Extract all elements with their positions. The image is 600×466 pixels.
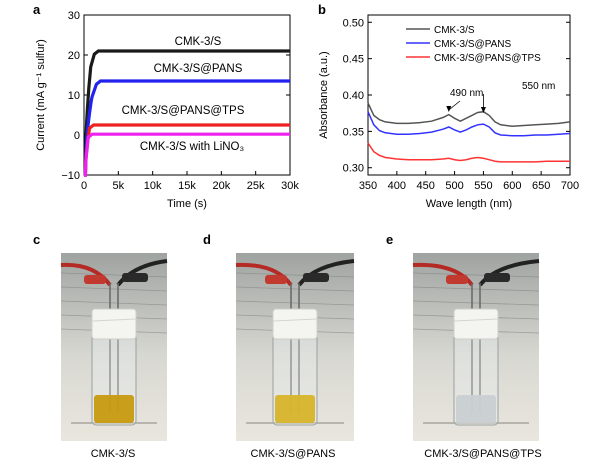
red-clip [265, 275, 287, 284]
y-tick-label-b: 0.40 [343, 90, 364, 102]
electrolyte-liquid [94, 395, 134, 423]
black-lead [297, 259, 355, 287]
red-clip [84, 275, 106, 284]
legend-label-b-1: CMK-3/S@PANS [434, 39, 512, 50]
series-line-a-3 [83, 132, 290, 177]
x-tick-label-a: 15k [178, 180, 196, 192]
x-tick-label-a: 25k [247, 180, 265, 192]
panel-letter-b: b [318, 2, 326, 17]
series-line-b-0 [367, 102, 571, 128]
annotation-550: 550 nm [522, 81, 555, 92]
x-tick-label-b: 500 [445, 180, 463, 192]
electrolyte-liquid [275, 395, 315, 423]
red-clip [446, 275, 468, 284]
series-label-a-3: CMK-3/S with LiNO₃ [140, 141, 245, 153]
series-label-a-0: CMK-3/S [175, 36, 222, 48]
x-tick-label-b: 700 [561, 180, 579, 192]
photo-d [235, 253, 355, 441]
annotation-490: 490 nm [450, 88, 483, 99]
x-tick-label-b: 600 [503, 180, 521, 192]
black-lead [478, 259, 540, 287]
y-tick-label-a: 10 [68, 90, 80, 102]
white-cap [91, 308, 137, 340]
electrolyte-liquid [456, 395, 496, 423]
red-lead [60, 262, 112, 287]
black-clip [122, 273, 148, 282]
photo-c [60, 253, 168, 441]
legend-label-b-0: CMK-3/S [434, 25, 475, 36]
y-tick-label-a: −10 [61, 170, 80, 182]
y-tick-label-a: 30 [68, 10, 80, 22]
cap-seam [272, 318, 318, 322]
photo-e [412, 253, 540, 441]
x-tick-label-b: 350 [359, 180, 377, 192]
annotation-arrowhead-550 [480, 107, 486, 113]
y-tick-label-a: 0 [74, 130, 80, 142]
rack-line [412, 272, 540, 278]
photo-panels [60, 253, 540, 441]
panel-letter-a: a [33, 2, 41, 17]
rack-line [235, 300, 355, 306]
x-tick-label-a: 10k [144, 180, 162, 192]
x-tick-label-a: 0 [81, 180, 87, 192]
photo-caption-e: CMK-3/S@PANS@TPS [424, 448, 542, 460]
cap-seam [91, 318, 137, 322]
y-tick-label-b: 0.35 [343, 126, 364, 138]
black-clip [303, 273, 329, 282]
series-label-a-2: CMK-3/S@PANS@TPS [122, 105, 245, 117]
rack-line [412, 300, 540, 306]
photo-caption-d: CMK-3/S@PANS [250, 448, 336, 460]
y-tick-label-a: 20 [68, 50, 80, 62]
rack-line [412, 286, 540, 292]
series-line-a-1 [83, 79, 290, 177]
panel-b-chart: 0.30 0.35 0.40 0.45 0.50 350 400 450 500 550 600 65… [318, 14, 579, 210]
y-axis-label-a: Current (mA g⁻¹ sulfur) [35, 39, 47, 151]
rack-line [60, 272, 168, 278]
x-axis-label-b: Wave length (nm) [426, 198, 512, 210]
red-lead [235, 262, 293, 287]
x-tick-label-a: 5k [113, 180, 125, 192]
series-line-b-2 [367, 142, 570, 163]
y-tick-label-b: 0.50 [343, 17, 364, 29]
series-label-a-1: CMK-3/S@PANS [154, 63, 243, 75]
x-tick-label-a: 30k [281, 180, 299, 192]
annotation-arrow-490 [448, 100, 461, 111]
x-axis-label-a: Time (s) [167, 198, 207, 210]
annotation-arrowhead-490 [446, 106, 452, 112]
red-lead [412, 262, 474, 287]
panel-letter-d: d [203, 232, 211, 247]
x-tick-label-b: 450 [417, 180, 435, 192]
black-lead [116, 259, 168, 287]
rack-line [235, 272, 355, 278]
panel-letter-c: c [33, 232, 41, 247]
x-tick-label-b: 550 [474, 180, 492, 192]
legend-label-b-2: CMK-3/S@PANS@TPS [434, 53, 541, 64]
rack-line [60, 286, 168, 292]
photo-caption-c: CMK-3/S [90, 448, 136, 460]
y-axis-label-b: Absorbance (a.u.) [318, 51, 330, 138]
cap-seam [453, 318, 499, 322]
y-tick-label-b: 0.30 [343, 163, 364, 175]
x-tick-label-b: 650 [532, 180, 550, 192]
white-cap [272, 308, 318, 340]
rack-line [60, 300, 168, 306]
white-cap [453, 308, 499, 340]
panel-letter-e: e [386, 232, 394, 247]
y-tick-label-b: 0.45 [343, 54, 364, 66]
rack-line [235, 286, 355, 292]
black-clip [484, 273, 510, 282]
x-tick-label-b: 400 [388, 180, 406, 192]
x-tick-label-a: 20k [212, 180, 230, 192]
series-line-b-1 [367, 111, 571, 137]
